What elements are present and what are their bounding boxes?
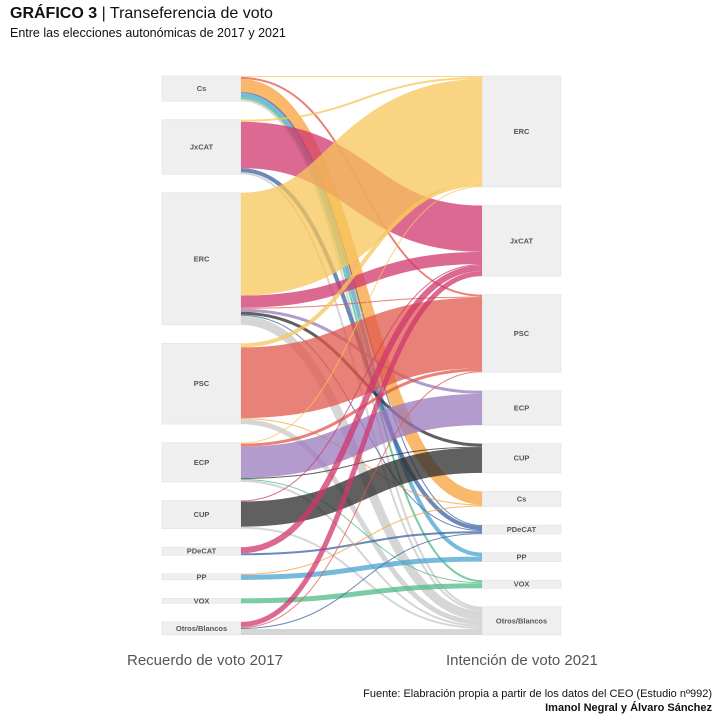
right-node-label: PP (516, 553, 526, 562)
flow-cup-to-otrosblancos (240, 526, 483, 629)
flow-ecp-to-vox (240, 478, 483, 584)
source-note: Fuente: Elabración propia a partir de lo… (363, 688, 712, 700)
flow-ecp-to-otrosblancos (240, 479, 483, 627)
right-node-label: JxCAT (510, 236, 534, 245)
flow-pp-to-cs (240, 505, 483, 575)
right-axis-label: Intención de voto 2021 (446, 652, 598, 669)
flow-psc-to-erc (240, 181, 483, 348)
flow-ecp-to-cup (240, 446, 483, 479)
left-node-ecp (161, 442, 242, 483)
right-node-psc (481, 294, 562, 373)
left-node-label: ECP (194, 458, 209, 467)
left-node-label: CUP (194, 510, 210, 519)
left-node-label: PDeCAT (187, 547, 217, 556)
right-node-otrosblancos (481, 606, 562, 636)
flow-psc-to-cs (240, 418, 483, 506)
flow-psc-to-psc (240, 297, 483, 419)
flow-cs-to-pdecat (240, 92, 483, 527)
right-node-label: VOX (514, 580, 530, 589)
chart-title-text: | Transeferencia de voto (97, 5, 273, 22)
left-axis-label: Recuerdo de voto 2017 (127, 652, 283, 669)
right-node-label: ECP (514, 403, 529, 412)
flow-erc-to-psc (240, 296, 483, 309)
left-node-label: PSC (194, 379, 210, 388)
flow-ecp-to-erc (240, 185, 483, 444)
right-node-label: PDeCAT (507, 525, 537, 534)
nodes (161, 75, 562, 636)
right-node-label: CUP (514, 454, 530, 463)
right-node-label: PSC (514, 329, 530, 338)
left-node-label: ERC (194, 254, 210, 263)
flow-ecp-to-ecp (240, 393, 483, 478)
chart-subtitle: Entre las elecciones autonómicas de 2017… (10, 26, 286, 40)
flow-cup-to-cup (240, 447, 483, 527)
left-node-label: JxCAT (190, 142, 214, 151)
right-node-ecp (481, 390, 562, 426)
right-node-label: Cs (517, 494, 527, 503)
left-node-erc (161, 192, 242, 326)
chart-number: GRÁFICO 3 (10, 5, 98, 22)
right-node-label: Otros/Blancos (496, 616, 547, 625)
left-node-psc (161, 343, 242, 425)
flow-psc-to-otrosblancos (240, 419, 483, 625)
left-node-label: Otros/Blancos (176, 624, 227, 633)
right-node-cup (481, 443, 562, 474)
flow-erc-to-erc (238, 79, 485, 296)
right-node-jxcat (481, 205, 562, 277)
flow-pdecat-to-pdecat (240, 531, 483, 556)
chart-title: GRÁFICO 3 | Transeferencia de voto (10, 5, 273, 23)
left-node-jxcat (161, 119, 242, 175)
left-node-label: VOX (194, 596, 210, 605)
right-node-label: ERC (514, 127, 530, 136)
flow-otrosblancos-to-jxcat (240, 271, 483, 627)
left-node-label: PP (196, 572, 206, 581)
flow-otrosblancos-to-pdecat (240, 533, 483, 629)
left-node-cup (161, 500, 242, 530)
authors: Imanol Negral y Álvaro Sánchez (545, 702, 712, 714)
flow-vox-to-vox (240, 583, 483, 604)
flow-cup-to-jxcat (240, 264, 483, 502)
flows (238, 76, 485, 635)
flow-jxcat-to-erc (240, 77, 483, 122)
left-node-cs (161, 75, 242, 102)
flow-otrosblancos-to-psc (240, 371, 483, 628)
flow-pdecat-to-jxcat (240, 265, 483, 554)
flow-pp-to-pp (240, 556, 483, 580)
left-node-label: Cs (197, 84, 207, 93)
right-node-erc (481, 75, 562, 188)
flow-erc-to-jxcat (240, 251, 483, 308)
